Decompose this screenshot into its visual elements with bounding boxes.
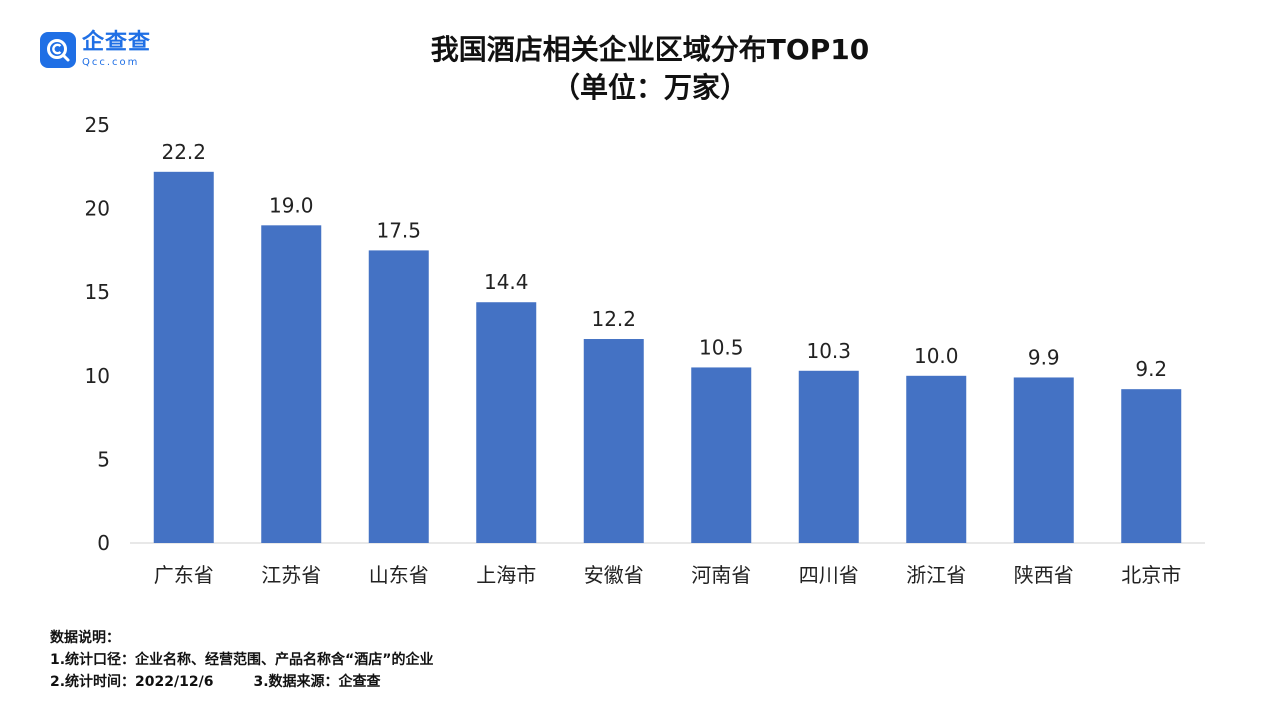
bar-value-label: 17.5 [376,218,421,242]
x-category-label: 安徽省 [584,563,644,587]
bar-value-label: 12.2 [591,307,636,331]
x-category-label: 广东省 [154,563,214,587]
bar [368,250,429,543]
bar [1013,377,1074,543]
x-category-label: 江苏省 [261,563,321,587]
x-category-label: 浙江省 [906,563,966,587]
bar-value-label: 14.4 [484,270,529,294]
x-category-label: 四川省 [799,563,859,587]
y-axis-ticks: 0 5 10 15 20 25 [85,113,110,555]
x-category-label: 北京市 [1121,563,1181,587]
logo-domain: Qcc.com [82,57,140,68]
bar [1121,389,1182,543]
bar [798,370,859,543]
bar-value-label: 10.5 [699,335,744,359]
y-tick-label: 5 [97,447,110,471]
x-category-label: 河南省 [691,563,751,587]
data-notes: 数据说明： 1.统计口径：企业名称、经营范围、产品名称含“酒店”的企业 2.统计… [50,627,433,693]
bars [153,171,1182,544]
bar [153,171,214,544]
bar-value-label: 9.2 [1135,357,1167,381]
y-tick-label: 15 [85,280,110,304]
bar [691,367,752,543]
bar-value-label: 10.0 [914,344,959,368]
bar [583,339,644,543]
notes-line-2a: 2.统计时间：2022/12/6 [50,674,214,690]
bar-value-label: 10.3 [806,339,851,363]
chart-subtitle: （单位：万家） [551,71,748,104]
x-category-label: 陕西省 [1014,563,1074,587]
bar-chart: 0 5 10 15 20 25 22.2 19.0 17.5 14.4 12.2 10.5 10.3 1… [85,113,1205,587]
y-tick-label: 0 [97,531,110,555]
bar [261,225,322,543]
notes-line-2b: 3.数据来源：企查查 [253,674,381,690]
notes-heading: 数据说明： [50,630,120,646]
y-tick-label: 20 [85,197,110,221]
bar-value-label: 22.2 [161,140,206,164]
bar-value-label: 9.9 [1028,345,1060,369]
bar-value-label: 19.0 [269,193,314,217]
x-category-label: 上海市 [476,563,536,587]
notes-line-1: 1.统计口径：企业名称、经营范围、产品名称含“酒店”的企业 [50,652,434,668]
bar [476,302,537,543]
y-tick-label: 10 [85,364,110,388]
logo-name: 企查查 [82,30,152,55]
y-tick-label: 25 [85,113,110,137]
x-axis-labels: 广东省 江苏省 山东省 上海市 安徽省 河南省 四川省 浙江省 陕西省 北京市 [154,563,1182,587]
x-category-label: 山东省 [369,563,429,587]
magnifier-c-icon [40,32,76,68]
chart-title: 我国酒店相关企业区域分布TOP10 [430,33,870,66]
value-labels: 22.2 19.0 17.5 14.4 12.2 10.5 10.3 10.0 9.9 9.2 [161,140,1167,381]
qcc-logo: 企查查 Qcc.com [40,32,151,68]
bar [906,375,967,543]
